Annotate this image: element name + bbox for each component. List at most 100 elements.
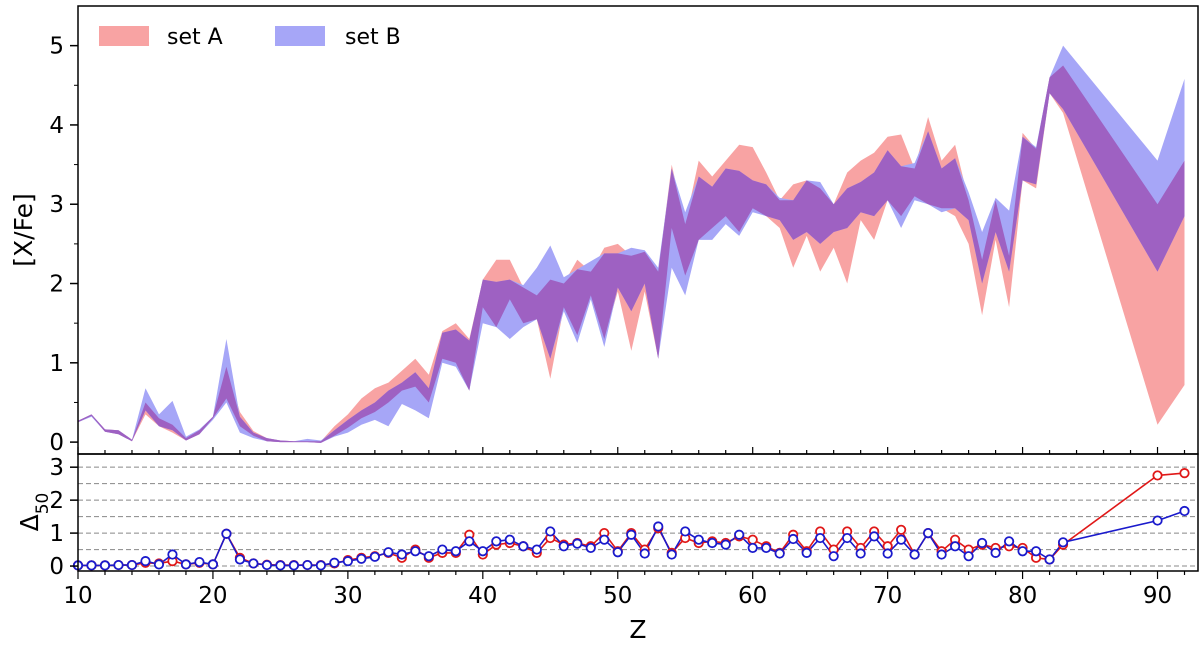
x-tick-label-40: 40: [468, 583, 497, 609]
point-set-b: [221, 528, 232, 539]
point-set-b: [356, 553, 367, 564]
bottom-y-axis-label-text: Δ: [15, 514, 44, 531]
x-axis-label: Z: [629, 615, 646, 644]
point-set-b: [774, 548, 785, 559]
point-set-b: [707, 537, 718, 549]
point-set-b: [234, 554, 246, 565]
point-set-b: [950, 541, 961, 552]
bottom-y-axis-label-subscript: 50: [33, 493, 53, 515]
point-set-b: [167, 549, 178, 560]
bottom-y-tick-label-2: 2: [49, 488, 64, 514]
point-set-b: [923, 527, 934, 539]
top-y-axis-label: [X/Fe]: [9, 193, 38, 266]
point-set-b: [909, 549, 920, 560]
point-set-b: [572, 538, 583, 549]
point-set-b: [126, 559, 138, 571]
point-set-b: [491, 536, 502, 547]
point-set-b: [423, 551, 434, 562]
x-tick-label-10: 10: [63, 583, 92, 609]
point-set-b: [153, 559, 165, 570]
top-panel: 0 1 2 3 4 5 [X/Fe] set A set B: [9, 5, 1199, 456]
point-set-b: [342, 556, 353, 567]
top-panel-areas: [78, 45, 1185, 443]
point-set-a: [1152, 470, 1163, 481]
point-set-b: [842, 532, 853, 544]
point-set-b: [248, 558, 259, 569]
point-set-b: [437, 544, 448, 555]
top-y-tick-label-1: 1: [49, 351, 64, 377]
point-set-b: [383, 547, 394, 558]
point-set-b: [720, 539, 731, 550]
x-tick-label-70: 70: [873, 583, 902, 609]
point-set-b: [288, 560, 300, 571]
point-set-b: [329, 557, 340, 568]
x-tick-label-80: 80: [1008, 583, 1037, 609]
point-set-b: [815, 532, 826, 544]
point-set-b: [518, 541, 529, 552]
point-set-b: [504, 534, 515, 545]
point-set-a: [1179, 468, 1190, 479]
point-set-b: [477, 546, 488, 557]
point-set-b: [369, 551, 380, 562]
point-set-b: [1179, 505, 1190, 517]
point-set-b: [302, 559, 313, 571]
top-panel-frame: [77, 5, 1199, 455]
point-set-a: [896, 524, 907, 535]
point-set-b: [626, 529, 637, 540]
bottom-y-tick-label-3: 3: [49, 455, 64, 481]
point-set-b: [180, 559, 192, 570]
x-tick-label-30: 30: [333, 583, 362, 609]
x-tick-label-20: 20: [198, 583, 227, 609]
area-set-b: [78, 45, 1185, 443]
line-set-b: [78, 510, 1185, 567]
point-set-b: [639, 548, 650, 559]
point-set-b: [207, 559, 219, 570]
top-y-tick-label-3: 3: [49, 192, 64, 218]
point-set-b: [747, 542, 758, 554]
bottom-panel-x-ticks: 10 20 30 40 50 60 70 80 90: [63, 571, 1186, 609]
point-set-b: [558, 541, 569, 552]
point-set-b: [828, 551, 839, 562]
top-panel-y-ticks: 0 1 2 3 4 5: [49, 34, 78, 456]
top-y-tick-label-5: 5: [49, 34, 64, 60]
point-set-b: [693, 534, 704, 545]
point-set-b: [734, 529, 745, 540]
point-set-b: [855, 548, 866, 559]
point-set-b: [599, 534, 610, 545]
bottom-y-tick-label-0: 0: [49, 554, 64, 580]
legend-label-set-a: set A: [167, 25, 223, 50]
point-set-b: [896, 534, 907, 545]
point-set-b: [261, 559, 273, 571]
point-set-b: [990, 547, 1001, 558]
point-set-b: [666, 549, 677, 560]
point-set-b: [1057, 537, 1069, 548]
legend-swatch-set-a: [99, 26, 149, 46]
legend-label-set-b: set B: [345, 25, 401, 50]
x-tick-label-90: 90: [1143, 583, 1172, 609]
point-set-b: [315, 560, 326, 571]
point-set-b: [1030, 546, 1042, 557]
point-set-b: [396, 549, 407, 560]
bottom-panel-frame: [77, 453, 1199, 572]
point-set-b: [113, 559, 124, 571]
point-set-b: [410, 546, 421, 557]
point-set-b: [275, 560, 286, 571]
point-set-b: [99, 560, 111, 571]
top-y-tick-label-4: 4: [49, 113, 64, 139]
bottom-y-axis-label: Δ50: [15, 493, 53, 532]
point-set-b: [585, 542, 596, 554]
legend: set A set B: [99, 25, 401, 50]
point-set-a: [747, 534, 758, 545]
point-set-b: [194, 557, 205, 568]
point-set-b: [976, 537, 988, 549]
x-tick-label-50: 50: [603, 583, 632, 609]
point-set-b: [86, 560, 97, 571]
point-set-b: [653, 521, 664, 532]
point-set-b: [612, 547, 623, 558]
point-set-b: [1017, 546, 1028, 557]
point-set-b: [1044, 554, 1055, 565]
legend-swatch-set-b: [275, 26, 325, 46]
point-set-b: [464, 536, 475, 547]
